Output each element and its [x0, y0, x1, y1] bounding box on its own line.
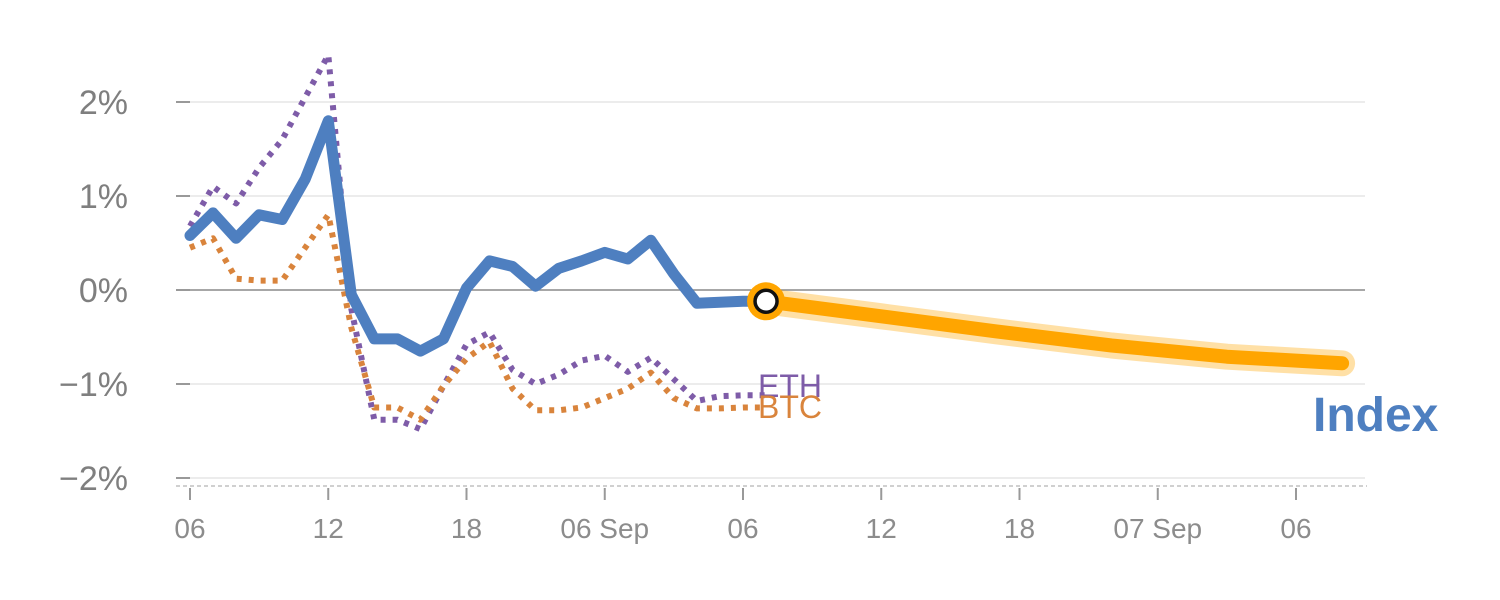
x-tick-label: 18: [1004, 513, 1035, 544]
y-tick-label: 2%: [79, 84, 128, 122]
series-line-btc: [188, 211, 766, 423]
series-group: [184, 52, 1356, 433]
marker-inner: [753, 288, 779, 315]
y-axis: 2% 1% 0% −1% −2%: [59, 84, 190, 498]
series-label-eth: ETH: [758, 368, 822, 404]
series-line-index: [184, 115, 772, 357]
x-tick-label: 12: [313, 513, 344, 544]
x-tick-label: 06: [1280, 513, 1311, 544]
x-tick-label: 18: [451, 513, 482, 544]
x-tick-label: 06: [174, 513, 205, 544]
series-label-btc: BTC: [758, 389, 822, 425]
x-tick-label: 06: [727, 513, 758, 544]
y-tick-label: −2%: [59, 460, 128, 498]
gridlines: [176, 101, 1365, 479]
x-tick-label: 12: [866, 513, 897, 544]
x-tick-label: 07 Sep: [1113, 513, 1202, 544]
y-tick-label: 0%: [79, 272, 128, 310]
current-value-marker: [747, 282, 786, 321]
forecast-line: [759, 294, 1350, 371]
x-tick-label: 06 Sep: [560, 513, 649, 544]
series-label-index: Index: [1313, 389, 1439, 442]
y-tick-label: 1%: [79, 178, 128, 216]
x-axis: 06 12 18 06 Sep 06 12 18 07 Sep 06: [174, 488, 1312, 544]
y-tick-label: −1%: [59, 366, 128, 404]
series-line-eth: [187, 52, 766, 433]
